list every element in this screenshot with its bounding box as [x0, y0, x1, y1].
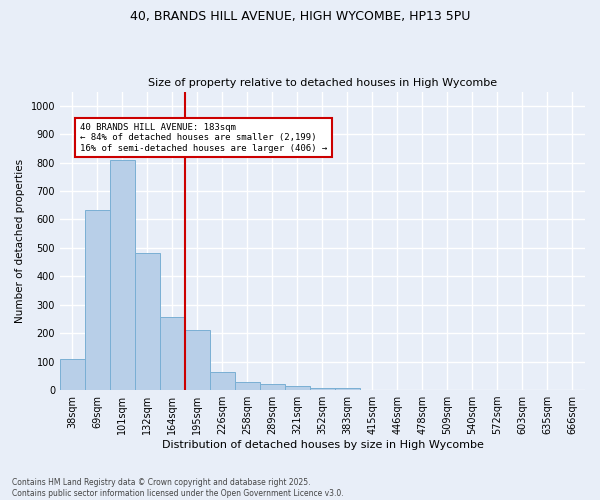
Bar — [60, 359, 85, 390]
Text: 40 BRANDS HILL AVENUE: 183sqm
← 84% of detached houses are smaller (2,199)
16% o: 40 BRANDS HILL AVENUE: 183sqm ← 84% of d… — [80, 123, 327, 152]
Bar — [335, 388, 360, 390]
Bar — [235, 382, 260, 390]
Bar — [110, 160, 135, 390]
Bar — [85, 210, 110, 390]
X-axis label: Distribution of detached houses by size in High Wycombe: Distribution of detached houses by size … — [161, 440, 484, 450]
Y-axis label: Number of detached properties: Number of detached properties — [15, 159, 25, 323]
Bar — [310, 388, 335, 390]
Bar — [285, 386, 310, 390]
Title: Size of property relative to detached houses in High Wycombe: Size of property relative to detached ho… — [148, 78, 497, 88]
Bar — [260, 384, 285, 390]
Text: Contains HM Land Registry data © Crown copyright and database right 2025.
Contai: Contains HM Land Registry data © Crown c… — [12, 478, 344, 498]
Text: 40, BRANDS HILL AVENUE, HIGH WYCOMBE, HP13 5PU: 40, BRANDS HILL AVENUE, HIGH WYCOMBE, HP… — [130, 10, 470, 23]
Bar — [210, 372, 235, 390]
Bar — [160, 316, 185, 390]
Bar — [135, 253, 160, 390]
Bar — [185, 330, 210, 390]
